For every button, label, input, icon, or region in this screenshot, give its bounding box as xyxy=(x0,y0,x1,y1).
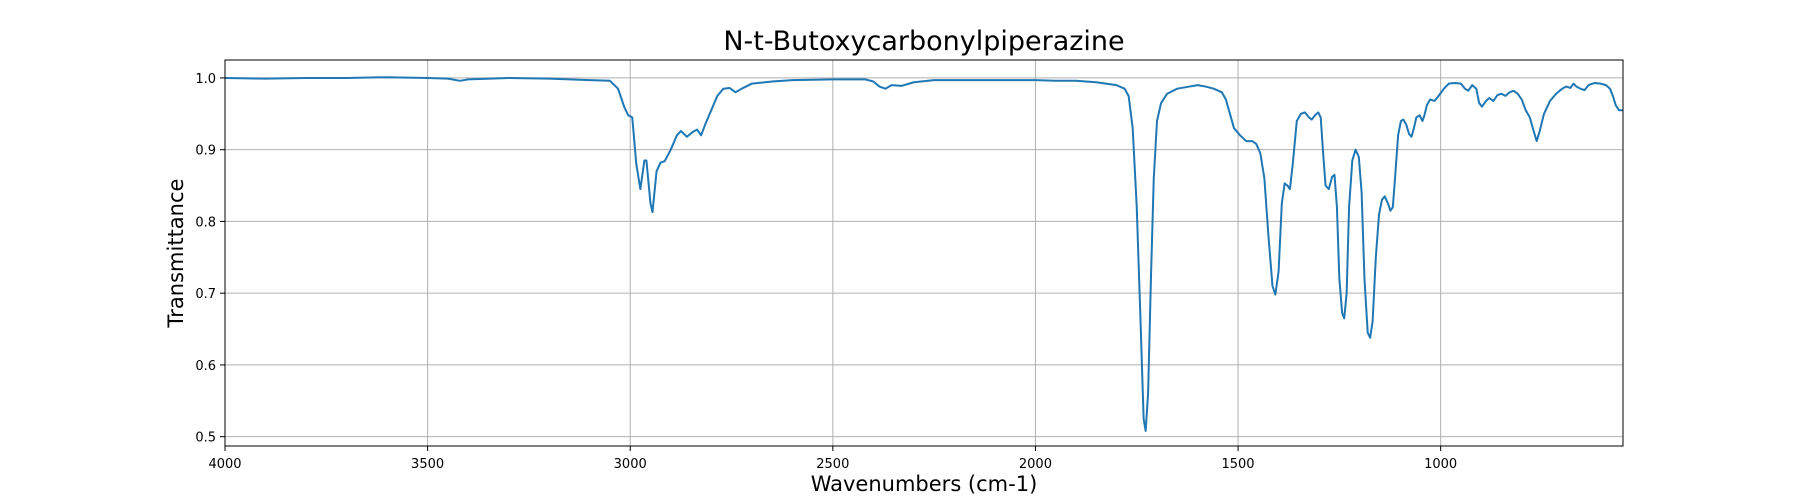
plot-frame xyxy=(224,59,1624,447)
x-tick-label: 1500 xyxy=(1221,457,1254,472)
series-line-transmittance xyxy=(224,76,1623,432)
y-axis-label: Transmittance xyxy=(164,179,188,329)
plot-area xyxy=(224,76,1623,432)
y-tick-label: 0.7 xyxy=(195,287,216,302)
chart-title: N-t-Butoxycarbonylpiperazine xyxy=(723,26,1124,57)
x-tick-label: 4000 xyxy=(208,457,241,472)
x-tick-label: 2500 xyxy=(816,457,849,472)
x-tick-label: 2000 xyxy=(1019,457,1052,472)
y-tick-label: 0.5 xyxy=(195,431,216,446)
grid-lines xyxy=(224,60,1623,446)
x-tick-label: 1000 xyxy=(1424,457,1457,472)
x-axis-label: Wavenumbers (cm-1) xyxy=(811,472,1038,496)
y-tick-label: 0.6 xyxy=(195,359,216,374)
x-tick-label: 3500 xyxy=(411,457,444,472)
y-tick-label: 0.8 xyxy=(195,215,216,230)
axis-ticks: 4000 3500 3000 2500 2000 1500 1000 0.5 0.6 0.7 0.8… xyxy=(195,72,1457,472)
x-tick-label: 3000 xyxy=(614,457,647,472)
y-tick-label: 0.9 xyxy=(195,144,216,159)
y-tick-label: 1.0 xyxy=(195,72,216,87)
